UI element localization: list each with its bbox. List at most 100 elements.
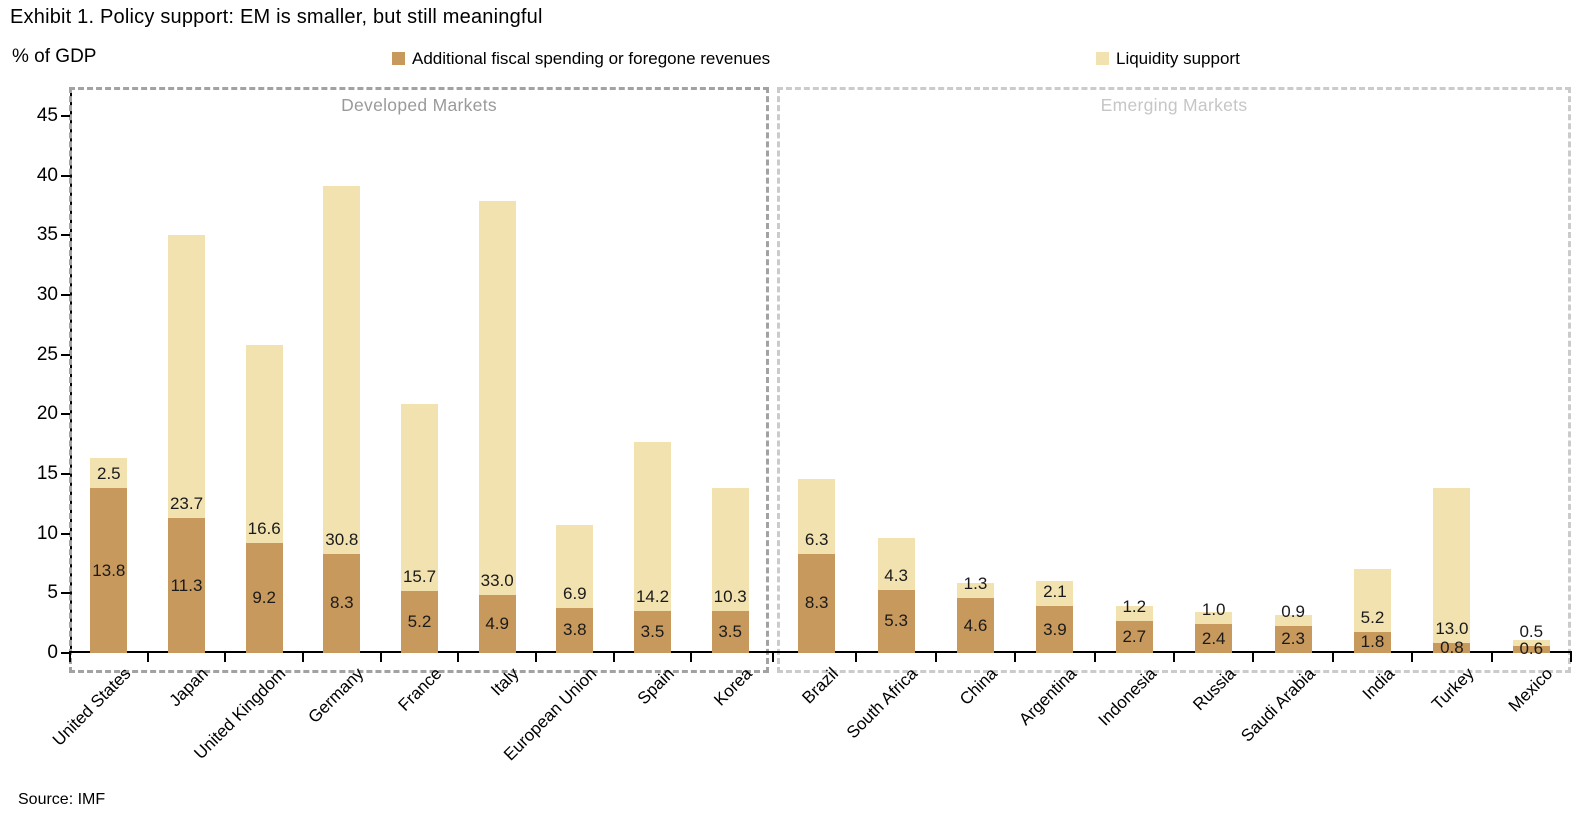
x-tick-mark-18 bbox=[1490, 653, 1493, 662]
x-tick-mark-12 bbox=[1014, 653, 1017, 662]
bar-segment-fiscal-china bbox=[957, 598, 994, 653]
x-tick-mark-4 bbox=[379, 653, 382, 662]
bar-segment-liquidity-european-union bbox=[556, 525, 594, 608]
x-tick-mark-1 bbox=[146, 653, 149, 662]
bar-label-fiscal-germany: 8.3 bbox=[330, 593, 354, 613]
x-tick-label-brazil: Brazil bbox=[798, 664, 843, 708]
bar-label-liquidity-russia: 1.0 bbox=[1201, 600, 1226, 620]
x-tick-label-germany: Germany bbox=[304, 664, 368, 727]
bar-label-liquidity-united-kingdom: 16.6 bbox=[247, 519, 281, 539]
x-tick-label-russia: Russia bbox=[1188, 664, 1240, 715]
x-tick-mark-15 bbox=[1252, 653, 1255, 662]
y-tick-label-15: 15 bbox=[36, 463, 58, 484]
x-tick-label-italy: Italy bbox=[487, 664, 523, 700]
bar-label-fiscal-france: 5.2 bbox=[407, 611, 432, 631]
y-tick-label-30: 30 bbox=[36, 284, 58, 305]
y-tick-mark-5 bbox=[61, 592, 70, 595]
emerging-markets-label: Emerging Markets bbox=[1100, 95, 1248, 115]
bar-segment-liquidity-united-kingdom bbox=[245, 345, 283, 544]
bar-segment-fiscal-russia bbox=[1195, 624, 1233, 653]
y-axis-title: % of GDP bbox=[12, 46, 97, 67]
bar-label-fiscal-turkey: 0.8 bbox=[1440, 638, 1464, 658]
bar-label-fiscal-mexico: 0.6 bbox=[1519, 639, 1544, 659]
bar-label-fiscal-korea: 3.5 bbox=[718, 622, 742, 642]
bar-segment-fiscal-brazil bbox=[798, 553, 836, 653]
bar-segment-liquidity-japan bbox=[168, 235, 205, 519]
bar-segment-fiscal-south-africa bbox=[877, 589, 915, 653]
y-tick-mark-15 bbox=[61, 473, 70, 475]
y-tick-mark-35 bbox=[61, 234, 70, 237]
bar-label-liquidity-italy: 33.0 bbox=[480, 570, 514, 590]
x-tick-label-japan: Japan bbox=[165, 664, 212, 711]
x-tick-label-france: France bbox=[394, 664, 445, 715]
bar-segment-fiscal-mexico bbox=[1512, 645, 1550, 653]
bar-segment-liquidity-india bbox=[1354, 569, 1391, 632]
bar-segment-liquidity-saudi-arabia bbox=[1274, 614, 1312, 626]
y-tick-label-45: 45 bbox=[36, 105, 58, 126]
bar-segment-liquidity-south-africa bbox=[877, 538, 915, 590]
bar-label-liquidity-united-states: 2.5 bbox=[97, 464, 121, 484]
bar-label-fiscal-brazil: 8.3 bbox=[804, 593, 829, 613]
bar-segment-liquidity-italy bbox=[478, 200, 516, 595]
emerging-markets-box bbox=[777, 87, 1571, 673]
y-tick-label-10: 10 bbox=[36, 522, 58, 544]
bar-label-liquidity-south-africa: 4.3 bbox=[884, 565, 908, 585]
bar-segment-fiscal-spain bbox=[634, 611, 671, 653]
bar-label-fiscal-united-kingdom: 9.2 bbox=[252, 588, 276, 608]
bar-label-liquidity-spain: 14.2 bbox=[635, 587, 670, 607]
developed-markets-label: Developed Markets bbox=[341, 95, 497, 115]
y-tick-label-40: 40 bbox=[36, 164, 58, 186]
x-tick-label-china: China bbox=[956, 664, 1001, 709]
bar-segment-liquidity-germany bbox=[323, 186, 361, 554]
y-tick-label-5: 5 bbox=[47, 582, 58, 604]
bar-label-fiscal-spain: 3.5 bbox=[640, 622, 665, 642]
bar-label-fiscal-south-africa: 5.3 bbox=[884, 611, 908, 631]
y-tick-mark-10 bbox=[61, 532, 70, 535]
bar-segment-fiscal-italy bbox=[478, 594, 516, 653]
x-tick-mark-3 bbox=[302, 653, 304, 662]
x-tick-mark-6 bbox=[535, 653, 537, 662]
bar-segment-fiscal-turkey bbox=[1433, 643, 1471, 653]
bar-label-fiscal-united-states: 13.8 bbox=[92, 560, 126, 580]
bar-label-fiscal-china: 4.6 bbox=[963, 615, 988, 635]
x-tick-label-turkey: Turkey bbox=[1427, 664, 1478, 714]
fiscal-series-swatch-icon bbox=[392, 52, 405, 65]
legend-label-liquidity: Liquidity support bbox=[1116, 49, 1240, 68]
x-tick-mark-11 bbox=[934, 653, 937, 662]
bar-segment-fiscal-european-union bbox=[556, 607, 594, 653]
x-tick-mark-5 bbox=[457, 653, 460, 662]
exhibit-title: Exhibit 1. Policy support: EM is smaller… bbox=[10, 6, 543, 28]
bar-label-liquidity-germany: 30.8 bbox=[325, 529, 359, 549]
bar-segment-fiscal-india bbox=[1354, 631, 1391, 653]
bar-segment-liquidity-argentina bbox=[1036, 581, 1074, 607]
x-tick-mark-0 bbox=[69, 653, 71, 662]
liquidity-series-swatch-icon bbox=[1096, 52, 1109, 65]
bar-segment-liquidity-france bbox=[401, 403, 438, 591]
x-tick-label-korea: Korea bbox=[710, 664, 756, 710]
bar-segment-fiscal-indonesia bbox=[1115, 620, 1153, 653]
bar-label-liquidity-japan: 23.7 bbox=[169, 494, 204, 514]
bar-label-fiscal-india: 1.8 bbox=[1360, 632, 1385, 652]
bar-segment-liquidity-russia bbox=[1195, 612, 1233, 625]
x-tick-mark-8 bbox=[690, 653, 693, 662]
bar-label-liquidity-france: 15.7 bbox=[402, 566, 437, 586]
bar-label-liquidity-mexico: 0.5 bbox=[1519, 621, 1544, 641]
y-tick-mark-30 bbox=[61, 294, 70, 296]
x-tick-label-south-africa: South Africa bbox=[843, 664, 922, 743]
y-tick-mark-0 bbox=[61, 652, 70, 654]
x-tick-mark-19 bbox=[1570, 653, 1572, 662]
bar-segment-liquidity-spain bbox=[634, 441, 671, 612]
x-tick-label-indonesia: Indonesia bbox=[1094, 664, 1160, 730]
bar-label-liquidity-argentina: 2.1 bbox=[1043, 582, 1067, 602]
source-note: Source: IMF bbox=[18, 791, 106, 808]
bar-label-liquidity-brazil: 6.3 bbox=[804, 529, 829, 549]
y-tick-mark-25 bbox=[61, 353, 70, 356]
y-tick-label-35: 35 bbox=[36, 224, 58, 246]
bar-label-liquidity-china: 1.3 bbox=[963, 574, 988, 594]
bar-label-fiscal-italy: 4.9 bbox=[485, 613, 509, 633]
y-tick-label-20: 20 bbox=[36, 403, 58, 425]
bar-segment-liquidity-china bbox=[957, 582, 994, 599]
bar-segment-fiscal-saudi-arabia bbox=[1274, 625, 1312, 653]
y-tick-mark-20 bbox=[61, 413, 70, 416]
